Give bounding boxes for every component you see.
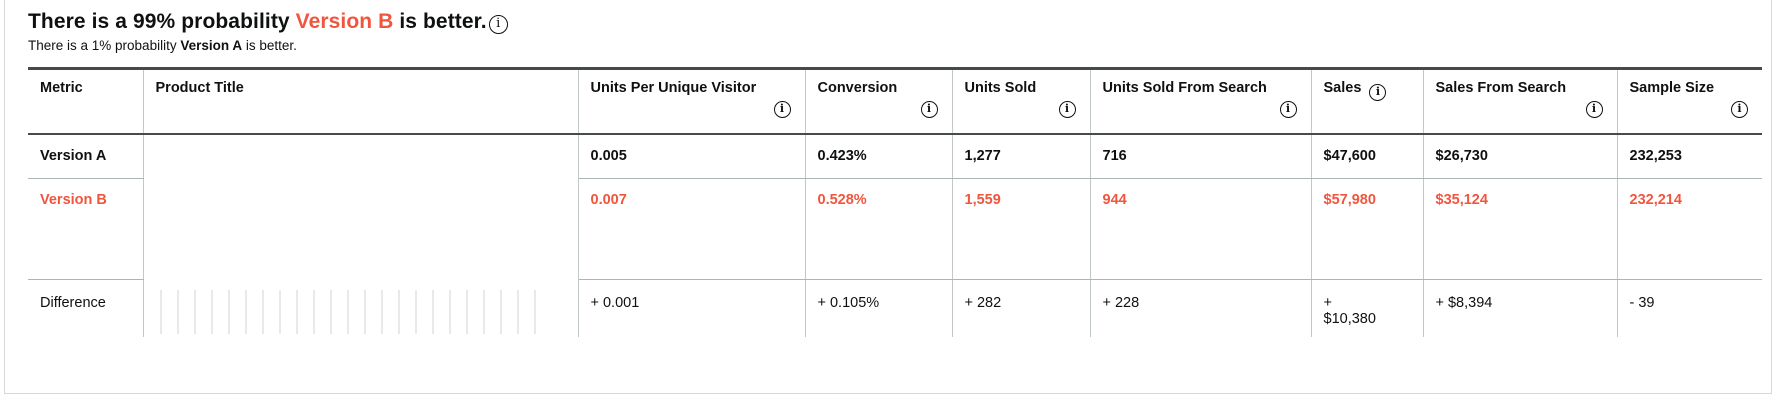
value-sample-size: 232,214: [1617, 178, 1762, 280]
column-label: Units Per Unique Visitor: [590, 80, 757, 96]
metric-cell: Version A: [28, 133, 144, 179]
experiment-headline: There is a 99% probability Version B is …: [28, 9, 1771, 35]
value-units-sold: + 282: [952, 279, 1091, 337]
table-row-version-b: Version B 0.007 0.528% 1,559 944 $57,980 $35,1…: [28, 178, 1762, 280]
value-sales-from-search: $26,730: [1423, 133, 1618, 179]
column-label: Units Sold From Search: [1102, 80, 1267, 96]
headline-suffix: is better.: [393, 10, 487, 33]
value-sales: + $10,380: [1311, 279, 1424, 337]
info-icon[interactable]: i: [920, 101, 938, 118]
value-units-sold-from-search: + 228: [1090, 279, 1312, 337]
info-icon[interactable]: i: [488, 15, 508, 34]
metric-cell: Version B: [28, 178, 144, 280]
value-units-sold-from-search: 944: [1090, 178, 1312, 280]
value-sales: $57,980: [1311, 178, 1424, 280]
info-icon[interactable]: i: [1585, 101, 1603, 118]
column-label: Sales From Search: [1435, 80, 1567, 96]
product-title-cell: [143, 133, 579, 179]
results-table: Metric Product Title Units Per Unique Visi…: [28, 67, 1762, 337]
subline-prefix: There is a 1% probability: [28, 38, 181, 53]
headline-prefix: There is a 99% probability: [28, 10, 296, 33]
value-sample-size: - 39: [1629, 295, 1655, 311]
value-units-sold: 1,277: [952, 133, 1091, 179]
sparkline-ticks: [159, 289, 542, 334]
column-header-metric: Metric: [28, 67, 144, 135]
column-label: Conversion: [817, 80, 898, 96]
value-conversion: 0.423%: [805, 133, 953, 179]
value-sales-from-search: + $8,394: [1423, 279, 1618, 337]
value-conversion: 0.528%: [805, 178, 953, 280]
value-conversion: + 0.105%: [805, 279, 953, 337]
table-row-version-a: Version A 0.005 0.423% 1,277 716 $47,600 $26,7…: [28, 133, 1762, 179]
column-header-units-sold: Units Sold i: [952, 67, 1091, 135]
value-units-per-unique-visitor: + 0.001: [578, 279, 806, 337]
headline-winning-version: Version B: [295, 10, 394, 33]
column-header-units-per-unique-visitor: Units Per Unique Visitor i: [578, 67, 806, 135]
column-header-conversion: Conversion i: [805, 67, 953, 135]
info-icon[interactable]: i: [1058, 101, 1076, 118]
info-icon[interactable]: i: [1369, 84, 1387, 101]
product-title-cell: [143, 178, 579, 280]
column-header-product-title: Product Title: [143, 67, 579, 135]
probability-statement: There is a 1% probability Version A is b…: [28, 37, 1771, 55]
value-units-per-unique-visitor: 0.007: [578, 178, 806, 280]
value-sales-from-search: $35,124: [1423, 178, 1618, 280]
column-header-sample-size: Sample Size i: [1617, 67, 1762, 135]
column-label: Product Title: [155, 80, 244, 96]
info-icon[interactable]: i: [1279, 101, 1297, 118]
value-sample-size: 232,253: [1617, 133, 1762, 179]
column-label: Metric: [40, 80, 83, 96]
column-header-units-sold-from-search: Units Sold From Search i: [1090, 67, 1312, 135]
subline-suffix: is better.: [242, 38, 297, 53]
info-icon[interactable]: i: [1731, 101, 1748, 118]
product-title-cell: [143, 279, 579, 337]
column-label: Sales: [1323, 80, 1362, 96]
column-header-sales-from-search: Sales From Search i: [1423, 67, 1618, 135]
column-label: Units Sold: [964, 80, 1037, 96]
value-units-per-unique-visitor: 0.005: [578, 133, 806, 179]
table-header-row: Metric Product Title Units Per Unique Visi…: [28, 67, 1762, 135]
subline-version: Version A: [180, 38, 243, 53]
column-label: Sample Size: [1629, 80, 1715, 96]
value-units-sold-from-search: 716: [1090, 133, 1312, 179]
metric-cell: Difference: [28, 279, 144, 337]
column-header-sales: Sales i: [1311, 67, 1424, 135]
table-row-difference: Difference + 0.001 + 0.105% + 282 + 228 + $10…: [28, 279, 1762, 337]
results-card: There is a 99% probability Version B is …: [4, 0, 1772, 394]
info-icon[interactable]: i: [773, 101, 791, 118]
value-units-sold: 1,559: [952, 178, 1091, 280]
value-sales: $47,600: [1311, 133, 1424, 179]
